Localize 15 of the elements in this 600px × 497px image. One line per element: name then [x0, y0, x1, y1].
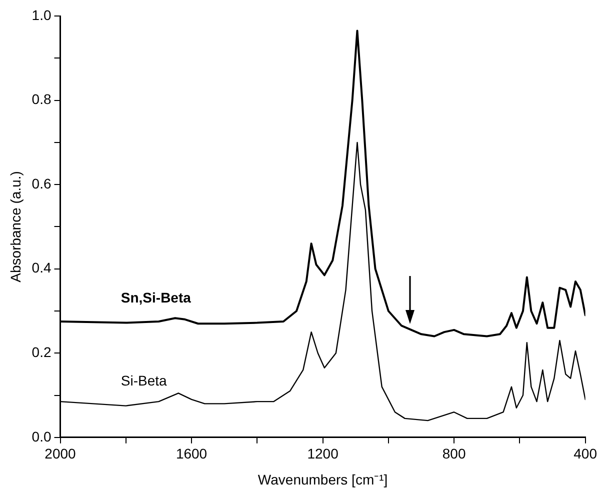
y-tick-label: 1.0 — [32, 6, 52, 23]
x-tick-label: 800 — [442, 446, 466, 462]
y-tick-label: 0.2 — [32, 344, 52, 360]
y-tick-label: 0.4 — [32, 260, 52, 276]
x-tick-label: 1600 — [176, 446, 208, 462]
y-tick-label: 0.6 — [32, 175, 52, 192]
y-tick-label: 0.8 — [32, 91, 52, 108]
x-tick-label: 2000 — [44, 446, 76, 462]
x-axis-title: Wavenumbers [cm⁻¹] — [258, 471, 388, 488]
series-label: Sn,Si-Beta — [120, 290, 192, 306]
x-tick-label: 400 — [574, 446, 598, 462]
x-tick-label: 1200 — [307, 446, 339, 462]
y-tick-label: 0.0 — [32, 428, 52, 444]
series-label: Si-Beta — [120, 372, 168, 389]
y-axis-title: Absorbance (a.u.) — [7, 171, 24, 282]
